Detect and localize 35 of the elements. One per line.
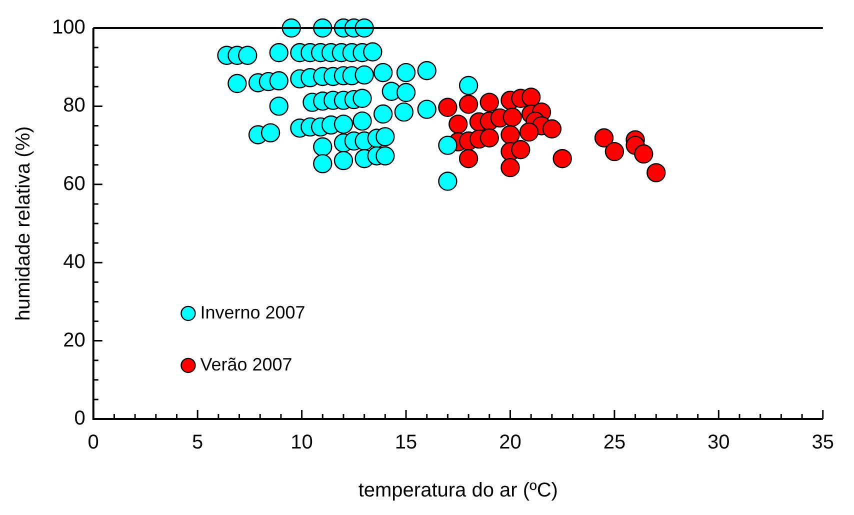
y-tick-label: 60 <box>63 172 86 195</box>
y-tick-label: 0 <box>74 408 86 430</box>
point <box>634 144 654 164</box>
point <box>604 142 624 162</box>
point <box>480 92 499 112</box>
y-tick-label: 40 <box>63 251 86 274</box>
x-tick-label: 15 <box>394 432 418 454</box>
legend-label: Verão 2007 <box>200 354 292 374</box>
point <box>458 148 478 168</box>
point <box>521 88 541 107</box>
x-tick-label: 20 <box>499 432 522 454</box>
x-axis-title: temperatura do ar (ºC) <box>358 480 558 502</box>
y-axis-title: humidade relativa (%) <box>12 126 35 321</box>
point <box>552 148 572 168</box>
x-tick-label: 10 <box>290 432 313 454</box>
point <box>502 108 522 127</box>
point <box>511 140 530 160</box>
point <box>448 114 468 134</box>
point <box>500 158 520 178</box>
x-tick-label: 35 <box>812 432 834 454</box>
y-tick-label: 80 <box>63 94 86 117</box>
point <box>500 125 520 144</box>
x-tick-label: 5 <box>192 432 204 454</box>
point <box>480 128 499 148</box>
x-tick-label: 25 <box>603 432 626 454</box>
point <box>646 163 666 182</box>
point <box>438 98 458 117</box>
point <box>542 119 562 138</box>
y-tick-label: 20 <box>63 329 86 352</box>
x-tick-label: 30 <box>708 432 730 454</box>
legend-label: Inverno 2007 <box>200 302 306 322</box>
point <box>519 122 539 142</box>
point <box>594 128 614 148</box>
point <box>458 94 478 114</box>
y-tick-label: 100 <box>52 16 86 39</box>
